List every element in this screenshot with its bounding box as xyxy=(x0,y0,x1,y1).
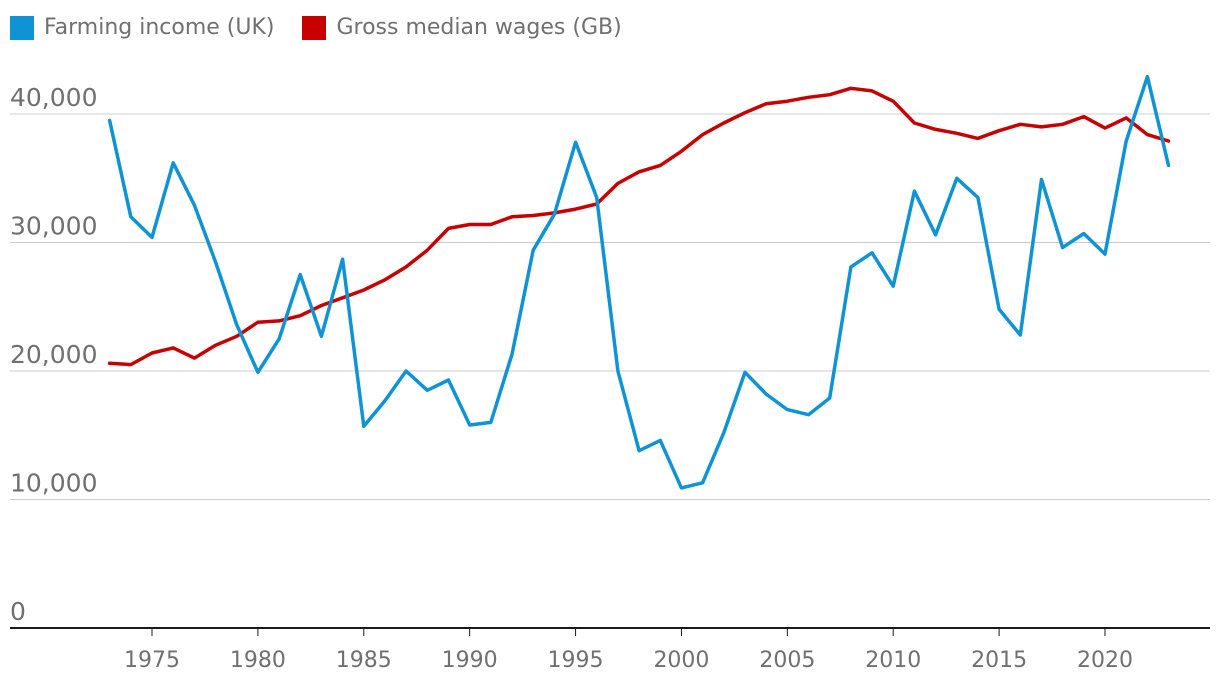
gridlines xyxy=(10,113,1210,500)
x-tick-label: 1995 xyxy=(548,648,604,673)
legend-swatch-median-wages xyxy=(302,15,327,40)
x-tick-label: 1980 xyxy=(230,648,286,673)
legend: Farming income (UK) Gross median wages (… xyxy=(10,15,622,40)
y-tick-label: 0 xyxy=(10,597,26,626)
x-axis-ticks: 1975 1980 1985 1990 1995 2000 2005 2010 2015 2020 xyxy=(124,628,1133,673)
series-line-farming-income xyxy=(107,74,1171,490)
x-tick-label: 2015 xyxy=(971,648,1027,673)
x-tick-label: 1985 xyxy=(336,648,392,673)
x-tick-label: 1975 xyxy=(124,648,180,673)
x-tick-label: 1990 xyxy=(442,648,498,673)
legend-label-median-wages: Gross median wages (GB) xyxy=(336,15,622,40)
legend-swatch-farming-income xyxy=(10,15,34,40)
series-lines xyxy=(107,74,1171,490)
y-tick-label: 40,000 xyxy=(10,83,97,112)
x-tick-label: 2000 xyxy=(653,648,709,673)
legend-item-farming-income: Farming income (UK) xyxy=(10,15,274,40)
y-tick-label: 30,000 xyxy=(10,212,97,241)
x-tick-label: 2020 xyxy=(1077,648,1133,673)
x-tick-label: 2005 xyxy=(759,648,815,673)
y-axis-ticks: 0 10,000 20,000 30,000 40,000 xyxy=(10,83,97,626)
y-tick-label: 10,000 xyxy=(10,469,97,498)
x-tick-label: 2010 xyxy=(865,648,921,673)
legend-label-farming-income: Farming income (UK) xyxy=(44,15,275,40)
legend-item-median-wages: Gross median wages (GB) xyxy=(302,15,622,40)
y-tick-label: 20,000 xyxy=(10,340,97,369)
